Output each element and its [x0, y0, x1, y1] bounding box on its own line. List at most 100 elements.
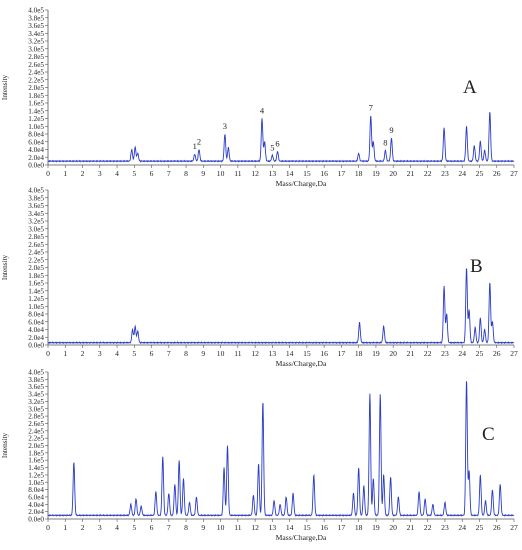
y-tick-label: 1.4e5: [28, 287, 44, 295]
y-tick-label: 6.0e4: [28, 318, 44, 326]
x-tick-label: 11: [234, 349, 242, 358]
x-tick-label: 25: [476, 349, 484, 358]
x-tick-label: 22: [424, 169, 432, 178]
x-tick-label: 10: [217, 169, 225, 178]
y-tick-label: 4.0e4: [28, 501, 44, 509]
peak-annotation: 7: [369, 102, 373, 112]
x-tick-label: 11: [234, 169, 242, 178]
y-tick-label: 3.0e5: [28, 225, 44, 233]
x-tick-label: 3: [98, 349, 102, 358]
x-tick-label: 8: [184, 349, 188, 358]
y-axis-title: Intensity: [1, 75, 9, 101]
peak-annotation: 4: [260, 106, 265, 116]
y-tick-label: 2.2e5: [28, 256, 44, 264]
x-tick-label: 8: [184, 169, 188, 178]
y-tick-label: 2.0e5: [28, 84, 44, 92]
y-tick-label: 1.6e5: [28, 280, 44, 288]
x-tick-label: 22: [424, 523, 432, 532]
x-tick-label: 26: [493, 523, 501, 532]
y-tick-label: 4.0e5: [28, 7, 44, 15]
x-tick-label: 13: [269, 169, 277, 178]
x-tick-label: 21: [407, 349, 415, 358]
x-tick-label: 24: [458, 349, 466, 358]
x-tick-label: 0: [46, 169, 50, 178]
x-tick-label: 18: [355, 523, 363, 532]
x-tick-label: 10: [217, 349, 225, 358]
peak-annotation: 6: [275, 138, 279, 148]
y-tick-label: 1.8e5: [28, 92, 44, 100]
x-tick-label: 17: [338, 523, 346, 532]
x-tick-label: 15: [303, 523, 311, 532]
x-tick-label: 23: [441, 523, 449, 532]
x-axis-title: Mass/Charge,Da: [276, 359, 327, 368]
x-tick-label: 15: [303, 349, 311, 358]
y-axis-title: Intensity: [1, 433, 9, 459]
spectrum-line: [47, 112, 515, 163]
y-tick-label: 1.0e5: [28, 479, 44, 487]
y-tick-label: 2.4e5: [28, 427, 44, 435]
x-tick-label: 15: [303, 169, 311, 178]
x-tick-label: 21: [407, 523, 415, 532]
y-tick-label: 8.0e4: [28, 486, 44, 494]
y-tick-label: 1.8e5: [28, 272, 44, 280]
y-tick-label: 4.0e4: [28, 326, 44, 334]
panel-C: 0.0e02.0e44.0e46.0e48.0e41.0e51.2e51.4e5…: [1, 369, 518, 543]
y-tick-label: 0.0e0: [28, 342, 44, 350]
y-tick-label: 3.6e5: [28, 22, 44, 30]
y-tick-label: 0.0e0: [28, 162, 44, 170]
x-tick-label: 16: [320, 523, 328, 532]
panel-B: 0.0e02.0e44.0e46.0e48.0e41.0e51.2e51.4e5…: [1, 187, 518, 369]
x-tick-label: 8: [184, 523, 188, 532]
x-tick-label: 0: [46, 349, 50, 358]
y-tick-label: 3.2e5: [28, 218, 44, 226]
y-tick-label: 1.0e5: [28, 303, 44, 311]
x-tick-label: 20: [389, 349, 397, 358]
y-tick-label: 8.0e4: [28, 311, 44, 319]
x-tick-label: 4: [115, 349, 119, 358]
y-tick-label: 2.0e5: [28, 264, 44, 272]
x-tick-label: 27: [510, 349, 518, 358]
panel-A: 0.0e02.0e44.0e46.0e48.0e41.0e51.2e51.4e5…: [1, 7, 518, 189]
x-axis-title: Mass/Charge,Da: [276, 533, 327, 542]
x-tick-label: 18: [355, 169, 363, 178]
x-tick-label: 9: [201, 523, 205, 532]
y-tick-label: 3.8e5: [28, 14, 44, 22]
x-tick-label: 12: [251, 349, 259, 358]
y-tick-label: 4.0e4: [28, 146, 44, 154]
x-tick-label: 10: [217, 523, 225, 532]
x-tick-label: 25: [476, 523, 484, 532]
y-tick-label: 2.8e5: [28, 233, 44, 241]
x-tick-label: 19: [372, 349, 380, 358]
y-tick-label: 2.0e4: [28, 508, 44, 516]
y-tick-label: 2.4e5: [28, 249, 44, 257]
x-tick-label: 13: [269, 349, 277, 358]
y-tick-label: 1.2e5: [28, 115, 44, 123]
y-tick-label: 3.8e5: [28, 194, 44, 202]
y-tick-label: 3.6e5: [28, 202, 44, 210]
y-tick-label: 3.4e5: [28, 30, 44, 38]
peak-annotation: 2: [197, 137, 201, 147]
y-tick-label: 4.0e5: [28, 187, 44, 195]
x-tick-label: 23: [441, 169, 449, 178]
x-tick-label: 24: [458, 523, 466, 532]
x-tick-label: 2: [81, 523, 85, 532]
y-tick-label: 2.2e5: [28, 76, 44, 84]
y-tick-label: 3.4e5: [28, 210, 44, 218]
x-tick-label: 6: [150, 523, 154, 532]
x-tick-label: 7: [167, 349, 171, 358]
y-tick-label: 2.0e4: [28, 334, 44, 342]
y-tick-label: 0.0e0: [28, 516, 44, 524]
x-tick-label: 5: [132, 169, 136, 178]
y-tick-label: 3.0e5: [28, 45, 44, 53]
peak-annotation: 1: [193, 141, 197, 151]
x-tick-label: 14: [286, 169, 294, 178]
y-tick-label: 3.2e5: [28, 398, 44, 406]
x-tick-label: 14: [286, 349, 294, 358]
x-tick-label: 5: [132, 349, 136, 358]
spectrum-line: [47, 268, 515, 345]
x-tick-label: 21: [407, 169, 415, 178]
panel-label: C: [482, 424, 495, 445]
peak-annotation: 5: [270, 142, 274, 152]
y-tick-label: 8.0e4: [28, 131, 44, 139]
